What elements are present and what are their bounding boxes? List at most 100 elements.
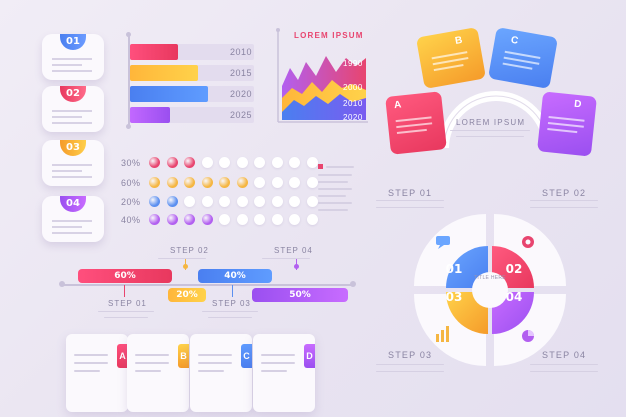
dot-r2-c9 xyxy=(289,177,300,188)
dot-r1-c4 xyxy=(201,157,213,168)
dot-r3-c6 xyxy=(236,196,248,207)
bar-chart-dot-top xyxy=(126,32,131,37)
letter-card-c xyxy=(190,334,252,412)
timeline-pin-dot-2 xyxy=(183,264,188,269)
dot-r2-c10 xyxy=(306,177,318,188)
dot-r4-c5 xyxy=(219,214,230,225)
dot-r1-c3 xyxy=(184,157,195,168)
petal-b-letter: B xyxy=(454,34,464,47)
area-chart-axis-dot xyxy=(276,28,280,32)
dot-r3-c4 xyxy=(201,196,213,207)
dot-r4-c8 xyxy=(271,214,283,225)
bar-label-2025: 2025 xyxy=(230,110,253,120)
circle-step-01-label: STEP 01 xyxy=(388,188,433,198)
circle-step-03-label: STEP 03 xyxy=(388,350,433,360)
bar-2015 xyxy=(130,65,198,81)
area-label-2000: 2000 xyxy=(343,83,363,92)
pie-chart-icon xyxy=(522,330,534,342)
circle-step-01-text-1 xyxy=(376,200,444,201)
circle-step-02-text-1 xyxy=(530,200,598,201)
dot-r3-c1 xyxy=(149,196,160,207)
timeline-end-dot xyxy=(350,281,356,287)
badge-02: 02 xyxy=(60,86,86,102)
badge-03: 03 xyxy=(60,140,86,156)
timeline-start-dot xyxy=(59,281,65,287)
circle-step-02-text-2 xyxy=(530,207,598,208)
bar-label-2010: 2010 xyxy=(230,47,253,57)
dot-r1-c7 xyxy=(254,157,265,168)
area-label-1990: 1990 xyxy=(343,59,363,68)
dot-r3-c7 xyxy=(254,196,265,207)
timeline-step-01-label: STEP 01 xyxy=(108,299,147,308)
area-chart-svg xyxy=(276,28,368,123)
timeline-bar-2: 20% xyxy=(168,288,206,302)
petal-d: D xyxy=(537,91,597,157)
badge-04: 04 xyxy=(60,196,86,212)
dot-r3-c10 xyxy=(306,196,318,207)
timeline-bar-4: 50% xyxy=(252,288,348,302)
dot-r4-c10 xyxy=(306,214,318,225)
petal-a-letter: A xyxy=(393,99,402,112)
bar-2025 xyxy=(130,107,170,123)
timeline-pin-1 xyxy=(124,285,125,297)
dot-r3-c8 xyxy=(271,196,283,207)
dot-r4-c4 xyxy=(201,214,213,225)
area-chart-title: LOREM IPSUM xyxy=(294,31,364,40)
dot-r1-c5 xyxy=(219,157,230,168)
bar-2010 xyxy=(130,44,178,60)
radial-center-title: LOREM IPSUM xyxy=(456,118,526,127)
dot-r3-c3 xyxy=(184,196,195,207)
quadrant-02-label: 02 xyxy=(505,262,523,276)
dot-row-label-4: 40% xyxy=(121,215,141,225)
bar-label-2015: 2015 xyxy=(230,68,253,78)
area-series-3 xyxy=(282,94,366,120)
circle-quadrants xyxy=(414,214,566,366)
timeline-step-04-label: STEP 04 xyxy=(274,246,313,255)
dot-r2-c5 xyxy=(219,177,230,188)
circle-center xyxy=(472,272,508,308)
bar-chart-dot-bottom xyxy=(126,124,131,129)
circle-step-04-text-2 xyxy=(530,371,598,372)
petal-c: C xyxy=(487,27,559,89)
dot-r1-c9 xyxy=(289,157,300,168)
badge-01: 01 xyxy=(60,34,86,50)
dot-r4-c1 xyxy=(149,214,160,225)
petal-c-letter: C xyxy=(509,34,519,47)
badge-card-4 xyxy=(42,196,104,242)
dot-r2-c7 xyxy=(254,177,265,188)
quadrant-03-label: 03 xyxy=(445,290,463,304)
dot-r2-c4 xyxy=(201,177,213,188)
circle-step-01-text-2 xyxy=(376,207,444,208)
radial-center-text-2 xyxy=(456,136,524,137)
petal-a: A xyxy=(385,91,447,155)
letter-card-d xyxy=(253,334,315,412)
area-label-2020: 2020 xyxy=(343,113,363,122)
letter-card-d-tab: D xyxy=(304,344,315,368)
radial-center-text-1 xyxy=(450,130,530,131)
letter-card-b-tab: B xyxy=(178,344,189,368)
dot-row-label-2: 60% xyxy=(121,178,141,188)
dot-r2-c1 xyxy=(149,177,160,188)
circle-step-04-text-1 xyxy=(530,364,598,365)
circle-center-title: TITLE HERE xyxy=(474,275,506,281)
bar-chart-icon xyxy=(436,326,449,342)
letter-card-a-tab: A xyxy=(117,344,128,368)
dot-r4-c2 xyxy=(166,214,178,225)
dot-r2-c6 xyxy=(236,177,248,188)
dot-r2-c8 xyxy=(271,177,283,188)
dot-r1-c1 xyxy=(149,157,160,168)
quadrant-01-label: 01 xyxy=(445,262,463,276)
timeline-step-03-label: STEP 03 xyxy=(212,299,251,308)
petal-d-letter: D xyxy=(573,98,582,111)
dot-r4-c7 xyxy=(254,214,265,225)
bar-chart-axis xyxy=(128,34,130,126)
timeline-axis xyxy=(62,284,354,286)
timeline-bar-3: 40% xyxy=(198,269,272,283)
chat-icon xyxy=(436,236,450,249)
bar-2020 xyxy=(130,86,208,102)
dot-r1-c6 xyxy=(236,157,248,168)
dot-r4-c6 xyxy=(236,214,248,225)
dot-matrix-legend-marker xyxy=(318,164,323,169)
gear-icon xyxy=(522,236,534,248)
circle-step-03-text-2 xyxy=(376,371,444,372)
